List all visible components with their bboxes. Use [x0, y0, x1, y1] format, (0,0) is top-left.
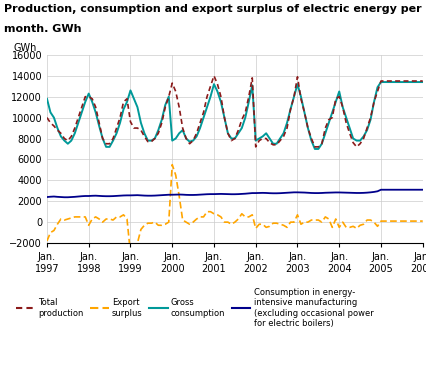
- Text: Production, consumption and export surplus of electric energy per: Production, consumption and export surpl…: [4, 4, 421, 14]
- Text: GWh: GWh: [13, 43, 37, 53]
- Legend: Total
production, Export
surplus, Gross
consumption, Consumption in energy-
inte: Total production, Export surplus, Gross …: [13, 285, 376, 331]
- Text: month. GWh: month. GWh: [4, 24, 81, 34]
